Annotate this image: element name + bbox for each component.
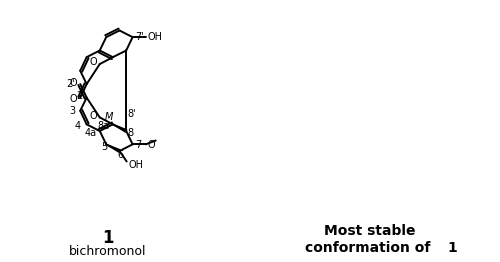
Text: 1: 1: [102, 229, 114, 247]
Text: 8': 8': [128, 109, 136, 119]
Text: 8a: 8a: [98, 121, 110, 130]
Text: 5: 5: [102, 142, 108, 152]
Text: O: O: [69, 78, 76, 88]
Text: 6: 6: [118, 150, 124, 160]
Text: O: O: [89, 111, 96, 121]
Text: 8: 8: [128, 128, 134, 138]
Text: 7: 7: [136, 140, 141, 150]
Text: 7': 7': [136, 32, 144, 42]
Text: 3: 3: [70, 106, 75, 116]
Text: O: O: [148, 140, 155, 150]
Text: OH: OH: [147, 32, 162, 42]
Text: 1: 1: [447, 241, 457, 255]
Polygon shape: [113, 124, 127, 132]
Text: 2': 2': [66, 79, 76, 89]
Text: O: O: [69, 94, 76, 104]
Text: M: M: [105, 112, 114, 122]
Text: OH: OH: [128, 160, 144, 170]
Text: 4: 4: [74, 121, 80, 131]
Polygon shape: [106, 144, 120, 152]
Text: 4a: 4a: [84, 128, 96, 138]
Text: O: O: [89, 57, 96, 67]
Text: conformation of: conformation of: [305, 241, 435, 255]
Text: bichromonol: bichromonol: [70, 245, 147, 258]
Text: 2: 2: [76, 91, 83, 101]
Text: Most stable: Most stable: [324, 223, 416, 238]
